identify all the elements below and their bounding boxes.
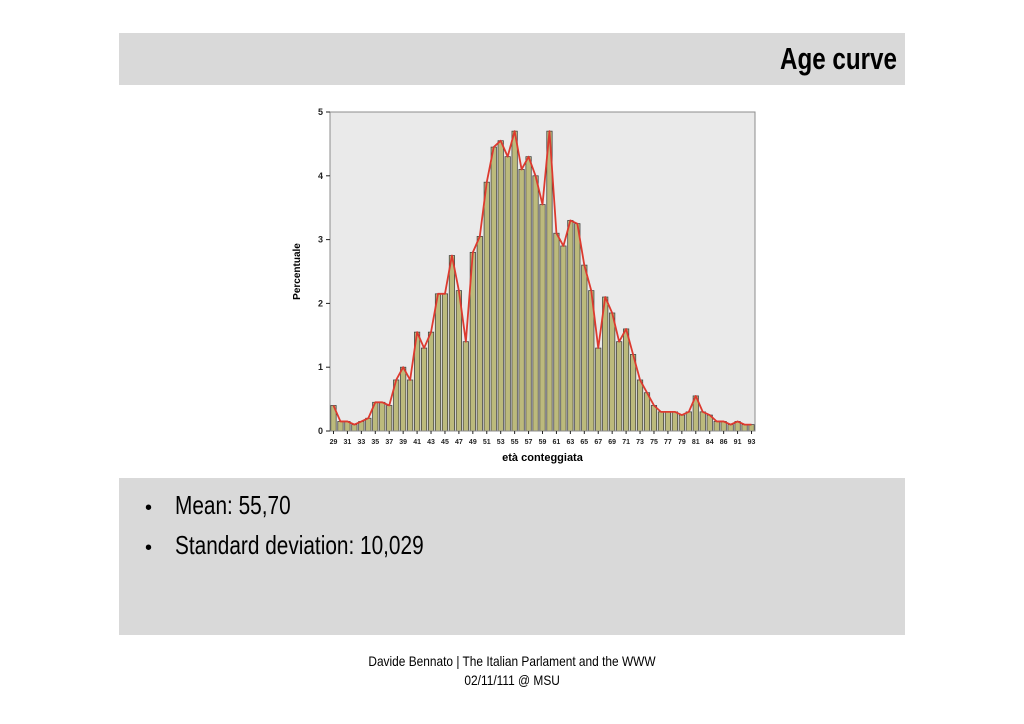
svg-text:37: 37	[385, 439, 393, 446]
svg-text:45: 45	[441, 439, 449, 446]
svg-text:51: 51	[483, 439, 491, 446]
svg-text:93: 93	[748, 439, 756, 446]
svg-text:71: 71	[622, 439, 630, 446]
svg-text:59: 59	[539, 439, 547, 446]
svg-text:33: 33	[357, 439, 365, 446]
svg-text:età conteggiata: età conteggiata	[502, 452, 584, 464]
svg-text:57: 57	[525, 439, 533, 446]
svg-text:65: 65	[580, 439, 588, 446]
slide-title-bar: Age curve	[119, 33, 905, 85]
svg-text:81: 81	[692, 439, 700, 446]
svg-text:5: 5	[318, 107, 323, 117]
svg-text:2: 2	[318, 298, 323, 308]
list-item: • Mean: 55,70	[143, 490, 905, 521]
svg-text:1: 1	[318, 362, 323, 372]
svg-text:86: 86	[720, 439, 728, 446]
svg-text:79: 79	[678, 439, 686, 446]
age-histogram-chart: 0 1 2 3 4 5 29 31 33 35 37 39 41 43 45 47 49 51 53 55 57 59 61…	[288, 106, 760, 470]
bullet-icon: •	[145, 537, 153, 559]
svg-text:Percentuale: Percentuale	[292, 243, 303, 300]
svg-text:67: 67	[594, 439, 602, 446]
footer-author-line: Davide Bennato | The Italian Parlament a…	[368, 653, 656, 669]
stddev-value-text: Standard deviation: 10,029	[175, 530, 424, 560]
svg-text:75: 75	[650, 439, 658, 446]
footer: Davide Bennato | The Italian Parlament a…	[0, 652, 1024, 690]
mean-value-text: Mean: 55,70	[175, 490, 291, 520]
svg-text:55: 55	[511, 439, 519, 446]
footer-date-line: 02/11/111 @ MSU	[464, 672, 560, 688]
svg-text:41: 41	[413, 439, 421, 446]
svg-text:43: 43	[427, 439, 435, 446]
svg-text:0: 0	[318, 426, 323, 436]
svg-text:39: 39	[399, 439, 407, 446]
svg-text:53: 53	[497, 439, 505, 446]
slide-title: Age curve	[780, 41, 897, 76]
list-item: • Standard deviation: 10,029	[143, 530, 905, 561]
svg-text:73: 73	[636, 439, 644, 446]
svg-text:29: 29	[330, 439, 338, 446]
svg-text:61: 61	[553, 439, 561, 446]
svg-text:31: 31	[344, 439, 352, 446]
svg-text:35: 35	[371, 439, 379, 446]
svg-text:49: 49	[469, 439, 477, 446]
stats-panel: • Mean: 55,70 • Standard deviation: 10,0…	[119, 478, 905, 635]
svg-text:3: 3	[318, 235, 323, 245]
svg-text:84: 84	[706, 439, 714, 446]
stats-bullet-list: • Mean: 55,70 • Standard deviation: 10,0…	[143, 490, 905, 561]
svg-text:4: 4	[318, 171, 323, 181]
svg-text:63: 63	[566, 439, 574, 446]
svg-text:47: 47	[455, 439, 463, 446]
svg-text:91: 91	[734, 439, 742, 446]
svg-text:69: 69	[608, 439, 616, 446]
bullet-icon: •	[145, 497, 153, 519]
svg-text:77: 77	[664, 439, 672, 446]
